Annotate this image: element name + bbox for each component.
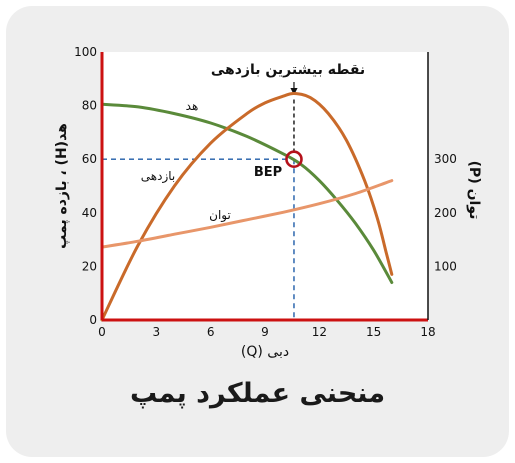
x-tick-label: 12 — [312, 325, 327, 339]
y-tick-label-left: 60 — [82, 152, 97, 166]
y-tick-label-left: 40 — [82, 206, 97, 220]
bep-label: BEP — [254, 165, 282, 180]
y-axis-label-left: هد(H) ، بازده پمپ — [54, 123, 70, 249]
curve-head — [100, 102, 394, 284]
peak-annotation: نقطه بیشترین بازدهی — [211, 62, 365, 78]
x-tick-label: 6 — [207, 325, 215, 339]
x-tick-label: 18 — [420, 325, 435, 339]
y-tick-label-left: 0 — [89, 313, 97, 327]
x-tick-label: 9 — [261, 325, 269, 339]
axes — [100, 52, 429, 322]
x-tick-label: 15 — [366, 325, 381, 339]
y-axis-label-right: توان (P) — [466, 161, 482, 220]
series-label-power: توان — [209, 208, 231, 223]
x-tick-label: 3 — [153, 325, 161, 339]
y-tick-label-right: 100 — [434, 259, 457, 273]
y-tick-label-left: 20 — [82, 259, 97, 273]
x-axis-label: دبی (Q) — [241, 344, 289, 360]
bep-guide-lines — [102, 82, 298, 320]
bep-marker — [285, 150, 303, 168]
series-label-efficiency: بازدهی — [141, 169, 175, 184]
y-tick-label-right: 200 — [434, 206, 457, 220]
chart-caption: منحنی عملکرد پمپ — [129, 378, 386, 409]
chart-labels: دبی (Q) هد(H) ، بازده پمپ توان (P) نقطه … — [54, 62, 482, 360]
x-tick-label: 0 — [98, 325, 106, 339]
series-label-head: هد — [186, 99, 199, 113]
y-tick-label-left: 100 — [74, 45, 97, 59]
curve-efficiency — [100, 91, 394, 322]
y-tick-label-right: 300 — [434, 152, 457, 166]
curve-power — [100, 179, 394, 249]
curves — [100, 91, 394, 322]
tick-labels: 0 3 6 9 12 15 18 0 20 40 60 80 100 100 200 300 — [74, 45, 457, 339]
y-tick-label-left: 80 — [82, 99, 97, 113]
